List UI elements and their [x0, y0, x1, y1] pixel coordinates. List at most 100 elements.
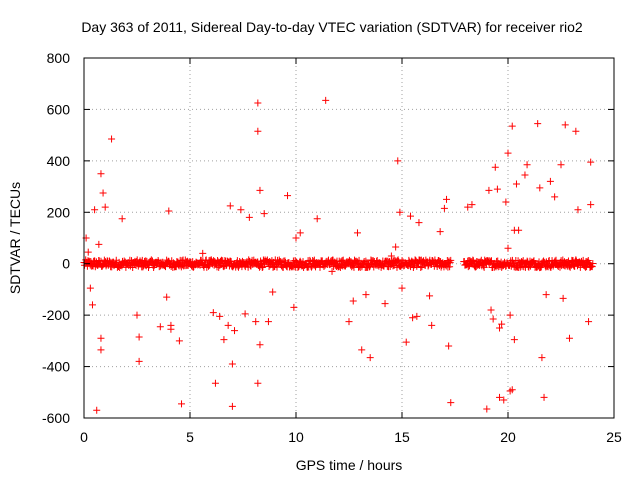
data-point — [254, 99, 262, 107]
data-point — [108, 135, 116, 143]
data-point — [95, 240, 103, 248]
data-point — [366, 354, 374, 362]
data-point — [587, 158, 595, 166]
data-point — [496, 324, 504, 332]
band-point — [588, 263, 596, 271]
data-point — [256, 186, 264, 194]
data-point — [561, 121, 569, 129]
data-point — [546, 177, 554, 185]
data-point — [349, 297, 357, 305]
band-point — [446, 263, 454, 271]
x-tick-label: 20 — [500, 429, 516, 445]
data-point — [443, 195, 451, 203]
band-point — [291, 257, 299, 265]
data-point — [406, 212, 414, 220]
data-point — [156, 323, 164, 331]
data-point — [504, 149, 512, 157]
band-point — [469, 257, 477, 265]
data-point — [358, 346, 366, 354]
data-point — [209, 309, 217, 317]
data-point — [97, 346, 105, 354]
data-point — [296, 229, 304, 237]
y-tick-label: -200 — [42, 307, 70, 323]
data-point — [409, 314, 417, 322]
data-point — [534, 120, 542, 128]
band-point — [147, 256, 155, 264]
data-point — [426, 292, 434, 300]
data-point — [284, 192, 292, 200]
band-point — [258, 264, 266, 272]
data-point — [165, 207, 173, 215]
band-point — [217, 258, 225, 266]
data-point — [99, 189, 107, 197]
data-point — [502, 198, 510, 206]
data-point — [97, 170, 105, 178]
data-point — [97, 334, 105, 342]
data-point — [565, 334, 573, 342]
data-point — [523, 161, 531, 169]
data-point — [538, 354, 546, 362]
data-point — [226, 202, 234, 210]
data-point — [292, 234, 300, 242]
data-point — [93, 406, 101, 414]
data-point — [252, 318, 260, 326]
data-point — [84, 248, 92, 256]
data-point — [436, 228, 444, 236]
data-point — [167, 325, 175, 333]
data-point — [402, 338, 410, 346]
data-point — [504, 244, 512, 252]
data-point — [91, 206, 99, 214]
data-point — [468, 201, 476, 209]
band-point — [445, 257, 453, 265]
band-point — [394, 256, 402, 264]
data-point — [428, 321, 436, 329]
x-tick-label: 5 — [186, 429, 194, 445]
data-point — [228, 402, 236, 410]
data-point — [211, 379, 219, 387]
band-point — [498, 263, 506, 271]
chart-title: Day 363 of 2011, Sidereal Day-to-day VTE… — [81, 19, 583, 35]
data-point — [322, 96, 330, 104]
data-point — [231, 327, 239, 335]
y-tick-label: 400 — [47, 153, 71, 169]
data-point — [381, 300, 389, 308]
x-tick-label: 15 — [394, 429, 410, 445]
band-point — [285, 258, 293, 266]
data-point — [487, 306, 495, 314]
data-point — [178, 400, 186, 408]
data-point — [512, 180, 520, 188]
data-point — [392, 243, 400, 251]
x-tick-label: 10 — [288, 429, 304, 445]
data-point — [572, 127, 580, 135]
x-axis-title: GPS time / hours — [296, 457, 403, 473]
data-point — [415, 219, 423, 227]
data-point — [345, 318, 353, 326]
band-point — [545, 257, 553, 265]
y-axis-title: SDTVAR / TECUs — [7, 182, 23, 294]
data-point — [485, 186, 493, 194]
data-point — [254, 127, 262, 135]
data-point — [559, 294, 567, 302]
data-point — [228, 360, 236, 368]
data-point — [489, 315, 497, 323]
data-point — [328, 267, 336, 275]
data-point — [88, 301, 96, 309]
y-tick-labels: -600 -400 -200 0 200 400 600 800 — [42, 50, 70, 426]
x-tick-label: 25 — [606, 429, 622, 445]
data-point — [245, 213, 253, 221]
scatter-points — [80, 96, 597, 414]
data-point — [506, 311, 514, 319]
data-point — [269, 288, 277, 296]
y-tick-label: -400 — [42, 359, 70, 375]
data-point — [163, 293, 171, 301]
y-tick-label: 200 — [47, 204, 71, 220]
data-point — [500, 396, 508, 404]
data-point — [101, 203, 109, 211]
data-point — [572, 256, 580, 264]
data-point — [216, 312, 224, 320]
data-point — [413, 312, 421, 320]
data-point — [574, 206, 582, 214]
data-point — [135, 357, 143, 365]
data-point — [445, 342, 453, 350]
